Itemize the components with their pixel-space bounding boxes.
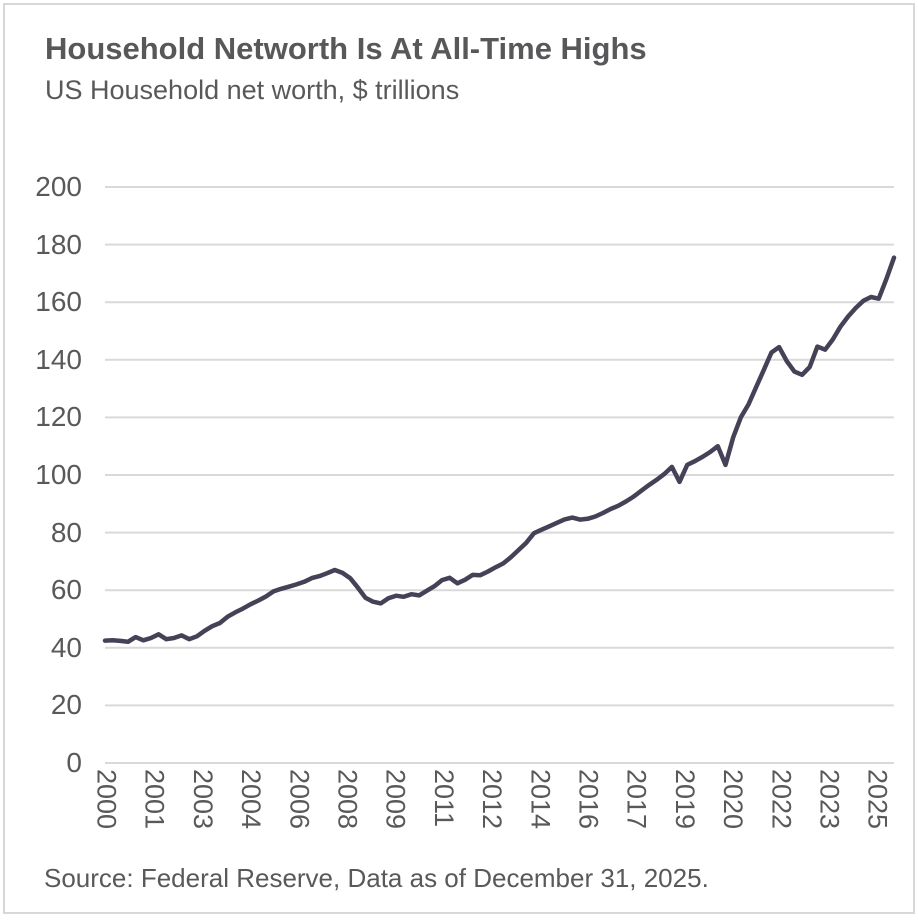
y-tick-label-160: 160: [35, 286, 82, 318]
x-tick-label-2025: 2025: [862, 769, 893, 830]
series-lines: [102, 255, 897, 645]
y-tick-label-140: 140: [35, 343, 82, 375]
x-tick-label-2001: 2001: [139, 769, 170, 830]
networth-line: [102, 255, 897, 645]
x-tick-label-2023: 2023: [814, 769, 845, 830]
y-tick-label-0: 0: [66, 747, 82, 778]
x-tick-label-2004: 2004: [236, 769, 267, 830]
x-tick-label-2016: 2016: [573, 769, 604, 830]
x-tick-label-2011: 2011: [428, 769, 459, 828]
x-tick-label-2014: 2014: [525, 769, 556, 830]
x-tick-label-2022: 2022: [766, 769, 797, 830]
x-tick-label-2009: 2009: [380, 769, 411, 830]
x-tick-label-2003: 2003: [187, 769, 218, 830]
y-tick-label-120: 120: [35, 401, 82, 433]
y-tick-label-80: 80: [50, 516, 82, 548]
y-tick-label-200: 200: [35, 171, 82, 202]
chart-subtitle: US Household net worth, $ trillions: [45, 75, 460, 105]
gridlines: [105, 186, 894, 764]
source-note: Source: Federal Reserve, Data as of Dece…: [44, 863, 709, 893]
x-tick-label-2008: 2008: [332, 769, 363, 830]
y-tick-label-20: 20: [50, 689, 82, 721]
y-tick-label-180: 180: [35, 228, 82, 260]
x-tick-label-2020: 2020: [718, 769, 749, 830]
x-tick-label-2019: 2019: [669, 769, 700, 830]
x-tick-label-2000: 2000: [91, 769, 122, 830]
x-tick-label-2017: 2017: [621, 769, 652, 830]
y-tick-label-100: 100: [35, 459, 82, 490]
x-tick-label-2006: 2006: [284, 769, 315, 830]
networth-line-chart: [102, 186, 897, 764]
y-tick-label-60: 60: [50, 574, 82, 606]
y-tick-label-40: 40: [50, 631, 82, 663]
chart-card: Household Networth Is At All-Time Highs …: [3, 3, 915, 914]
x-tick-label-2012: 2012: [477, 769, 508, 830]
chart-title: Household Networth Is At All-Time Highs: [45, 31, 647, 66]
